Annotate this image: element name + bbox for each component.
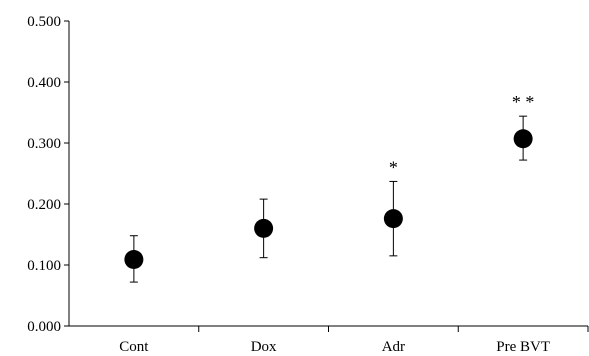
x-category-label: Adr: [382, 339, 405, 355]
x-category-label: Cont: [119, 339, 149, 355]
error-bars: [129, 115, 528, 283]
data-point: [254, 218, 274, 238]
y-tick-label: 0.200: [27, 197, 61, 213]
y-tick-label: 0.400: [27, 75, 61, 91]
x-category-label: Dox: [251, 339, 277, 355]
data-points: [124, 129, 533, 270]
axes: [68, 21, 588, 327]
y-tick-label: 0.300: [27, 136, 61, 152]
x-axis-categories: Cont Dox Adr Pre BVT: [119, 326, 589, 355]
data-point: [124, 250, 144, 270]
data-point: [513, 129, 533, 149]
significance-annotations: * * *: [389, 92, 535, 177]
y-tick-label: 0.000: [27, 319, 61, 335]
x-category-label: Pre BVT: [496, 339, 550, 355]
significance-marker: *: [389, 157, 398, 177]
y-axis-ticks: 0.000 0.100 0.200 0.300 0.400 0.500: [27, 14, 69, 335]
y-tick-label: 0.100: [27, 258, 61, 274]
data-point: [383, 209, 403, 229]
significance-marker: * *: [512, 92, 535, 112]
y-tick-label: 0.500: [27, 14, 61, 30]
